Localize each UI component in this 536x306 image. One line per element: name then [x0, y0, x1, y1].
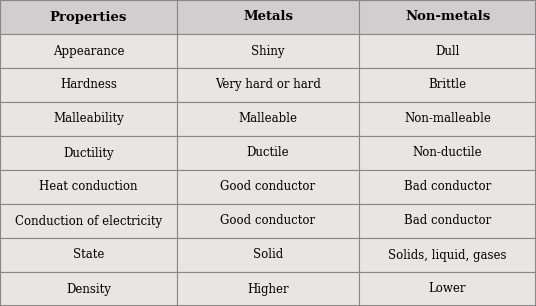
Text: Lower: Lower [429, 282, 466, 296]
Bar [0, 102, 177, 136]
Bar [359, 102, 536, 136]
Text: Dull: Dull [435, 44, 460, 58]
Bar [0, 68, 177, 102]
Text: Appearance: Appearance [53, 44, 124, 58]
Bar [359, 136, 536, 170]
Bar [359, 238, 536, 272]
Bar [0, 204, 177, 238]
Text: Good conductor: Good conductor [220, 215, 316, 227]
Bar [359, 34, 536, 68]
Bar [177, 170, 359, 204]
Text: Brittle: Brittle [428, 79, 467, 91]
Text: Bad conductor: Bad conductor [404, 215, 491, 227]
Bar [0, 0, 177, 34]
Bar [177, 136, 359, 170]
Bar [0, 170, 177, 204]
Text: Shiny: Shiny [251, 44, 285, 58]
Text: Ductility: Ductility [63, 147, 114, 159]
Text: Properties: Properties [50, 10, 127, 24]
Text: Non-metals: Non-metals [405, 10, 490, 24]
Bar [0, 272, 177, 306]
Bar [177, 0, 359, 34]
Text: Heat conduction: Heat conduction [39, 181, 138, 193]
Bar [359, 272, 536, 306]
Bar [359, 170, 536, 204]
Text: Solids, liquid, gases: Solids, liquid, gases [388, 248, 507, 262]
Text: Non-ductile: Non-ductile [413, 147, 482, 159]
Text: Hardness: Hardness [60, 79, 117, 91]
Text: Ductile: Ductile [247, 147, 289, 159]
Bar [0, 136, 177, 170]
Bar [177, 272, 359, 306]
Text: Non-malleable: Non-malleable [404, 113, 491, 125]
Text: Higher: Higher [247, 282, 289, 296]
Text: Good conductor: Good conductor [220, 181, 316, 193]
Bar [359, 204, 536, 238]
Text: Density: Density [66, 282, 111, 296]
Text: Bad conductor: Bad conductor [404, 181, 491, 193]
Bar [359, 0, 536, 34]
Text: Solid: Solid [253, 248, 283, 262]
Bar [177, 34, 359, 68]
Bar [177, 68, 359, 102]
Text: Very hard or hard: Very hard or hard [215, 79, 321, 91]
Bar [359, 68, 536, 102]
Text: Conduction of electricity: Conduction of electricity [15, 215, 162, 227]
Text: State: State [73, 248, 104, 262]
Text: Malleable: Malleable [239, 113, 297, 125]
Bar [0, 34, 177, 68]
Text: Metals: Metals [243, 10, 293, 24]
Bar [177, 238, 359, 272]
Text: Malleability: Malleability [53, 113, 124, 125]
Bar [0, 238, 177, 272]
Bar [177, 204, 359, 238]
Bar [177, 102, 359, 136]
